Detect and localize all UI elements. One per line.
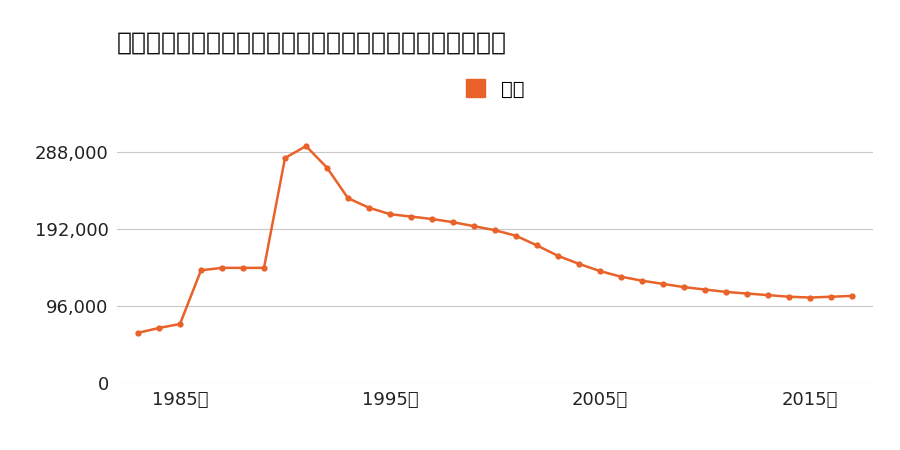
Text: 埼玉県入間市大字扇町屋字向原１２１７番１２の地価推移: 埼玉県入間市大字扇町屋字向原１２１７番１２の地価推移 — [117, 31, 507, 54]
Legend: 価格: 価格 — [466, 79, 524, 99]
